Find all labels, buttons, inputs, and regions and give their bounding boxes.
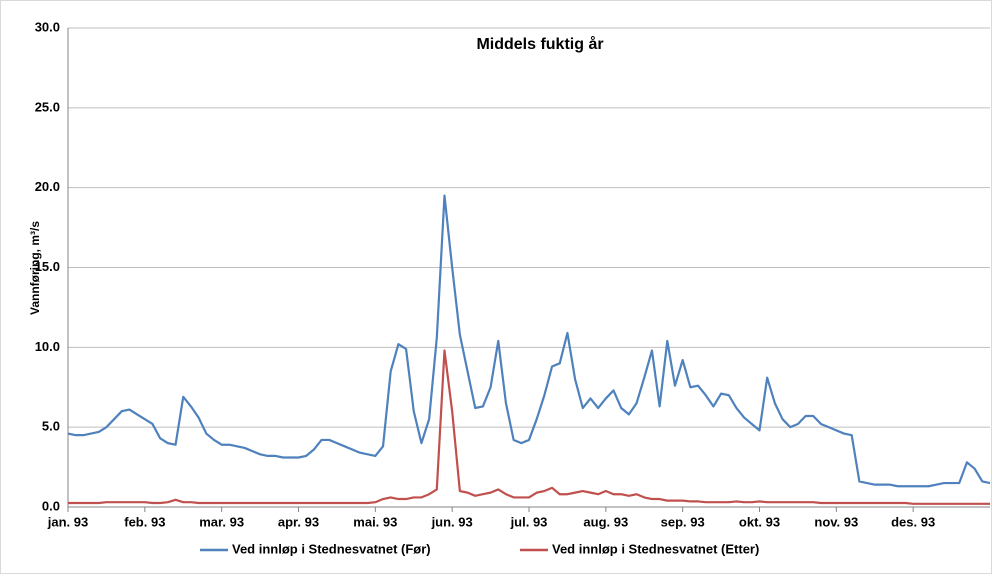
y-tick-label: 10.0 <box>35 339 60 354</box>
x-tick-label: feb. 93 <box>124 514 165 529</box>
y-tick-label: 20.0 <box>35 179 60 194</box>
x-tick-label: sep. 93 <box>661 514 705 529</box>
x-tick-label: aug. 93 <box>583 514 628 529</box>
y-tick-label: 5.0 <box>42 419 60 434</box>
x-tick-label: jan. 93 <box>47 514 88 529</box>
x-tick-label: mai. 93 <box>353 514 397 529</box>
x-tick-label: mar. 93 <box>199 514 244 529</box>
line-series <box>67 194 991 488</box>
y-tick-label: 25.0 <box>35 99 60 114</box>
y-tick-label: 30.0 <box>35 19 60 34</box>
legend-label: Ved innløp i Stednesvatnet (Etter) <box>552 541 759 556</box>
x-tick-label: jun. 93 <box>431 514 473 529</box>
y-axis-label: Vannføring, m³/s <box>28 221 42 315</box>
x-tick-label: apr. 93 <box>278 514 319 529</box>
y-tick-label: 15.0 <box>35 259 60 274</box>
x-tick-label: nov. 93 <box>814 514 858 529</box>
chart-title: Middels fuktig år <box>476 35 603 53</box>
line-series <box>68 349 990 505</box>
y-tick-label: 0.0 <box>42 498 60 513</box>
x-tick-label: jul. 93 <box>510 514 548 529</box>
legend-label: Ved innløp i Stednesvatnet (Før) <box>232 541 431 556</box>
x-tick-label: des. 93 <box>891 514 935 529</box>
x-tick-label: okt. 93 <box>739 514 780 529</box>
